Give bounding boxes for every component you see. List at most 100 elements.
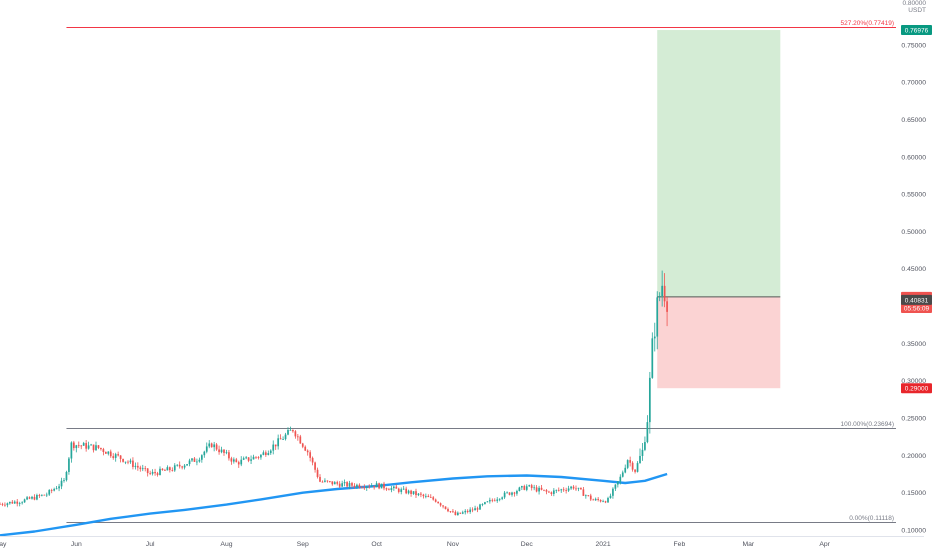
candle-body[interactable] xyxy=(161,468,164,471)
candle-body[interactable] xyxy=(23,499,26,503)
candle-body[interactable] xyxy=(491,499,494,501)
candle-body[interactable] xyxy=(122,458,124,462)
candle-body[interactable] xyxy=(461,512,464,514)
candle-body[interactable] xyxy=(395,486,398,489)
candle-body[interactable] xyxy=(624,467,627,473)
candle-body[interactable] xyxy=(70,442,73,459)
candle-body[interactable] xyxy=(65,471,68,481)
candle-body[interactable] xyxy=(168,467,171,471)
candle-body[interactable] xyxy=(205,446,208,452)
candle-body[interactable] xyxy=(385,488,388,490)
candle-body[interactable] xyxy=(346,482,348,487)
candle-body[interactable] xyxy=(164,470,166,471)
candle-body[interactable] xyxy=(331,481,334,485)
candle-body[interactable] xyxy=(75,445,78,449)
candle-body[interactable] xyxy=(132,460,134,467)
candle-body[interactable] xyxy=(149,473,152,474)
candle-body[interactable] xyxy=(21,502,24,504)
candle-body[interactable] xyxy=(380,483,383,489)
candle-body[interactable] xyxy=(1,503,4,505)
candle-body[interactable] xyxy=(535,487,538,492)
candle-body[interactable] xyxy=(6,503,9,506)
candle-body[interactable] xyxy=(124,461,127,463)
price-badge[interactable]: 0.76976 xyxy=(901,25,932,36)
candle-body[interactable] xyxy=(661,285,664,297)
candle-body[interactable] xyxy=(481,504,484,505)
candle-body[interactable] xyxy=(277,438,280,447)
candle-body[interactable] xyxy=(493,500,496,502)
candle-body[interactable] xyxy=(439,503,442,506)
candle-body[interactable] xyxy=(139,467,142,470)
candle-body[interactable] xyxy=(631,462,634,470)
candle-body[interactable] xyxy=(255,456,257,458)
candle-body[interactable] xyxy=(341,483,344,487)
candle-body[interactable] xyxy=(513,492,516,494)
candle-body[interactable] xyxy=(176,464,179,466)
candle-body[interactable] xyxy=(228,452,230,459)
candle-body[interactable] xyxy=(508,492,511,495)
candle-body[interactable] xyxy=(333,482,336,485)
candle-body[interactable] xyxy=(311,457,314,463)
candle-body[interactable] xyxy=(141,468,144,470)
candle-body[interactable] xyxy=(584,495,587,497)
candle-body[interactable] xyxy=(60,480,63,487)
candle-body[interactable] xyxy=(479,504,481,510)
candle-body[interactable] xyxy=(77,445,80,447)
candle-body[interactable] xyxy=(112,456,115,458)
candle-body[interactable] xyxy=(410,490,412,494)
candle-body[interactable] xyxy=(40,494,43,496)
candle-body[interactable] xyxy=(503,492,506,498)
candle-body[interactable] xyxy=(188,460,191,465)
candle-body[interactable] xyxy=(570,486,572,489)
candle-body[interactable] xyxy=(50,490,53,491)
candle-body[interactable] xyxy=(365,486,368,488)
candle-body[interactable] xyxy=(422,494,425,497)
candle-body[interactable] xyxy=(375,483,378,488)
candle-body[interactable] xyxy=(107,451,110,454)
candle-body[interactable] xyxy=(528,485,531,487)
candle-body[interactable] xyxy=(301,443,304,447)
candle-body[interactable] xyxy=(237,462,240,465)
candle-body[interactable] xyxy=(663,285,666,302)
candle-body[interactable] xyxy=(644,442,646,450)
candle-body[interactable] xyxy=(518,487,521,491)
candle-body[interactable] xyxy=(653,336,656,339)
candle-body[interactable] xyxy=(38,495,41,496)
candle-body[interactable] xyxy=(230,458,233,462)
candle-body[interactable] xyxy=(309,452,312,458)
candle-body[interactable] xyxy=(242,458,245,460)
candle-body[interactable] xyxy=(144,468,147,470)
candle-body[interactable] xyxy=(442,505,444,507)
candle-body[interactable] xyxy=(97,445,100,448)
candle-body[interactable] xyxy=(48,490,51,495)
candle-body[interactable] xyxy=(388,489,390,491)
candle-body[interactable] xyxy=(612,488,614,496)
candle-body[interactable] xyxy=(459,512,462,514)
candle-body[interactable] xyxy=(173,465,176,471)
candle-body[interactable] xyxy=(506,492,508,494)
candle-body[interactable] xyxy=(4,504,6,506)
candle-body[interactable] xyxy=(134,465,137,467)
candle-body[interactable] xyxy=(641,449,644,456)
candle-body[interactable] xyxy=(304,446,307,451)
candle-body[interactable] xyxy=(417,493,420,496)
candle-body[interactable] xyxy=(378,483,380,489)
candle-body[interactable] xyxy=(178,464,181,467)
candle-body[interactable] xyxy=(245,457,248,459)
candle-body[interactable] xyxy=(16,501,19,504)
candle-body[interactable] xyxy=(383,483,385,489)
candle-body[interactable] xyxy=(294,431,297,437)
candle-body[interactable] xyxy=(545,490,548,492)
candle-body[interactable] xyxy=(351,483,353,486)
candle-body[interactable] xyxy=(420,493,422,495)
candle-body[interactable] xyxy=(136,465,139,468)
candle-body[interactable] xyxy=(454,511,457,516)
candle-body[interactable] xyxy=(154,471,156,474)
candle-body[interactable] xyxy=(36,495,38,500)
candle-body[interactable] xyxy=(634,469,636,472)
candle-body[interactable] xyxy=(0,503,1,505)
candle-body[interactable] xyxy=(151,471,154,474)
candle-body[interactable] xyxy=(616,481,619,485)
candle-body[interactable] xyxy=(104,452,107,454)
candle-body[interactable] xyxy=(282,439,284,440)
